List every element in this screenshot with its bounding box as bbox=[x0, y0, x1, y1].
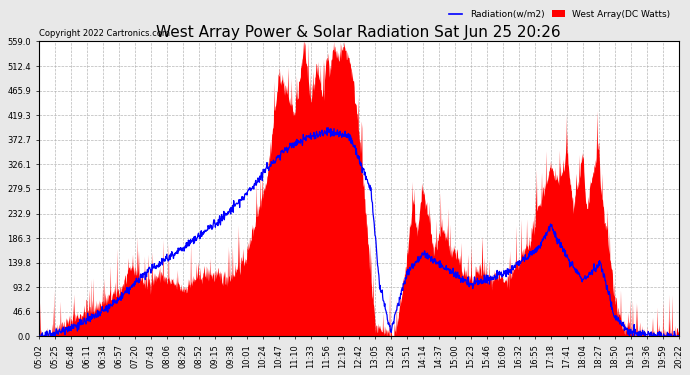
Title: West Array Power & Solar Radiation Sat Jun 25 20:26: West Array Power & Solar Radiation Sat J… bbox=[156, 25, 561, 40]
Legend: Radiation(w/m2), West Array(DC Watts): Radiation(w/m2), West Array(DC Watts) bbox=[445, 6, 674, 22]
Text: Copyright 2022 Cartronics.com: Copyright 2022 Cartronics.com bbox=[39, 30, 170, 39]
